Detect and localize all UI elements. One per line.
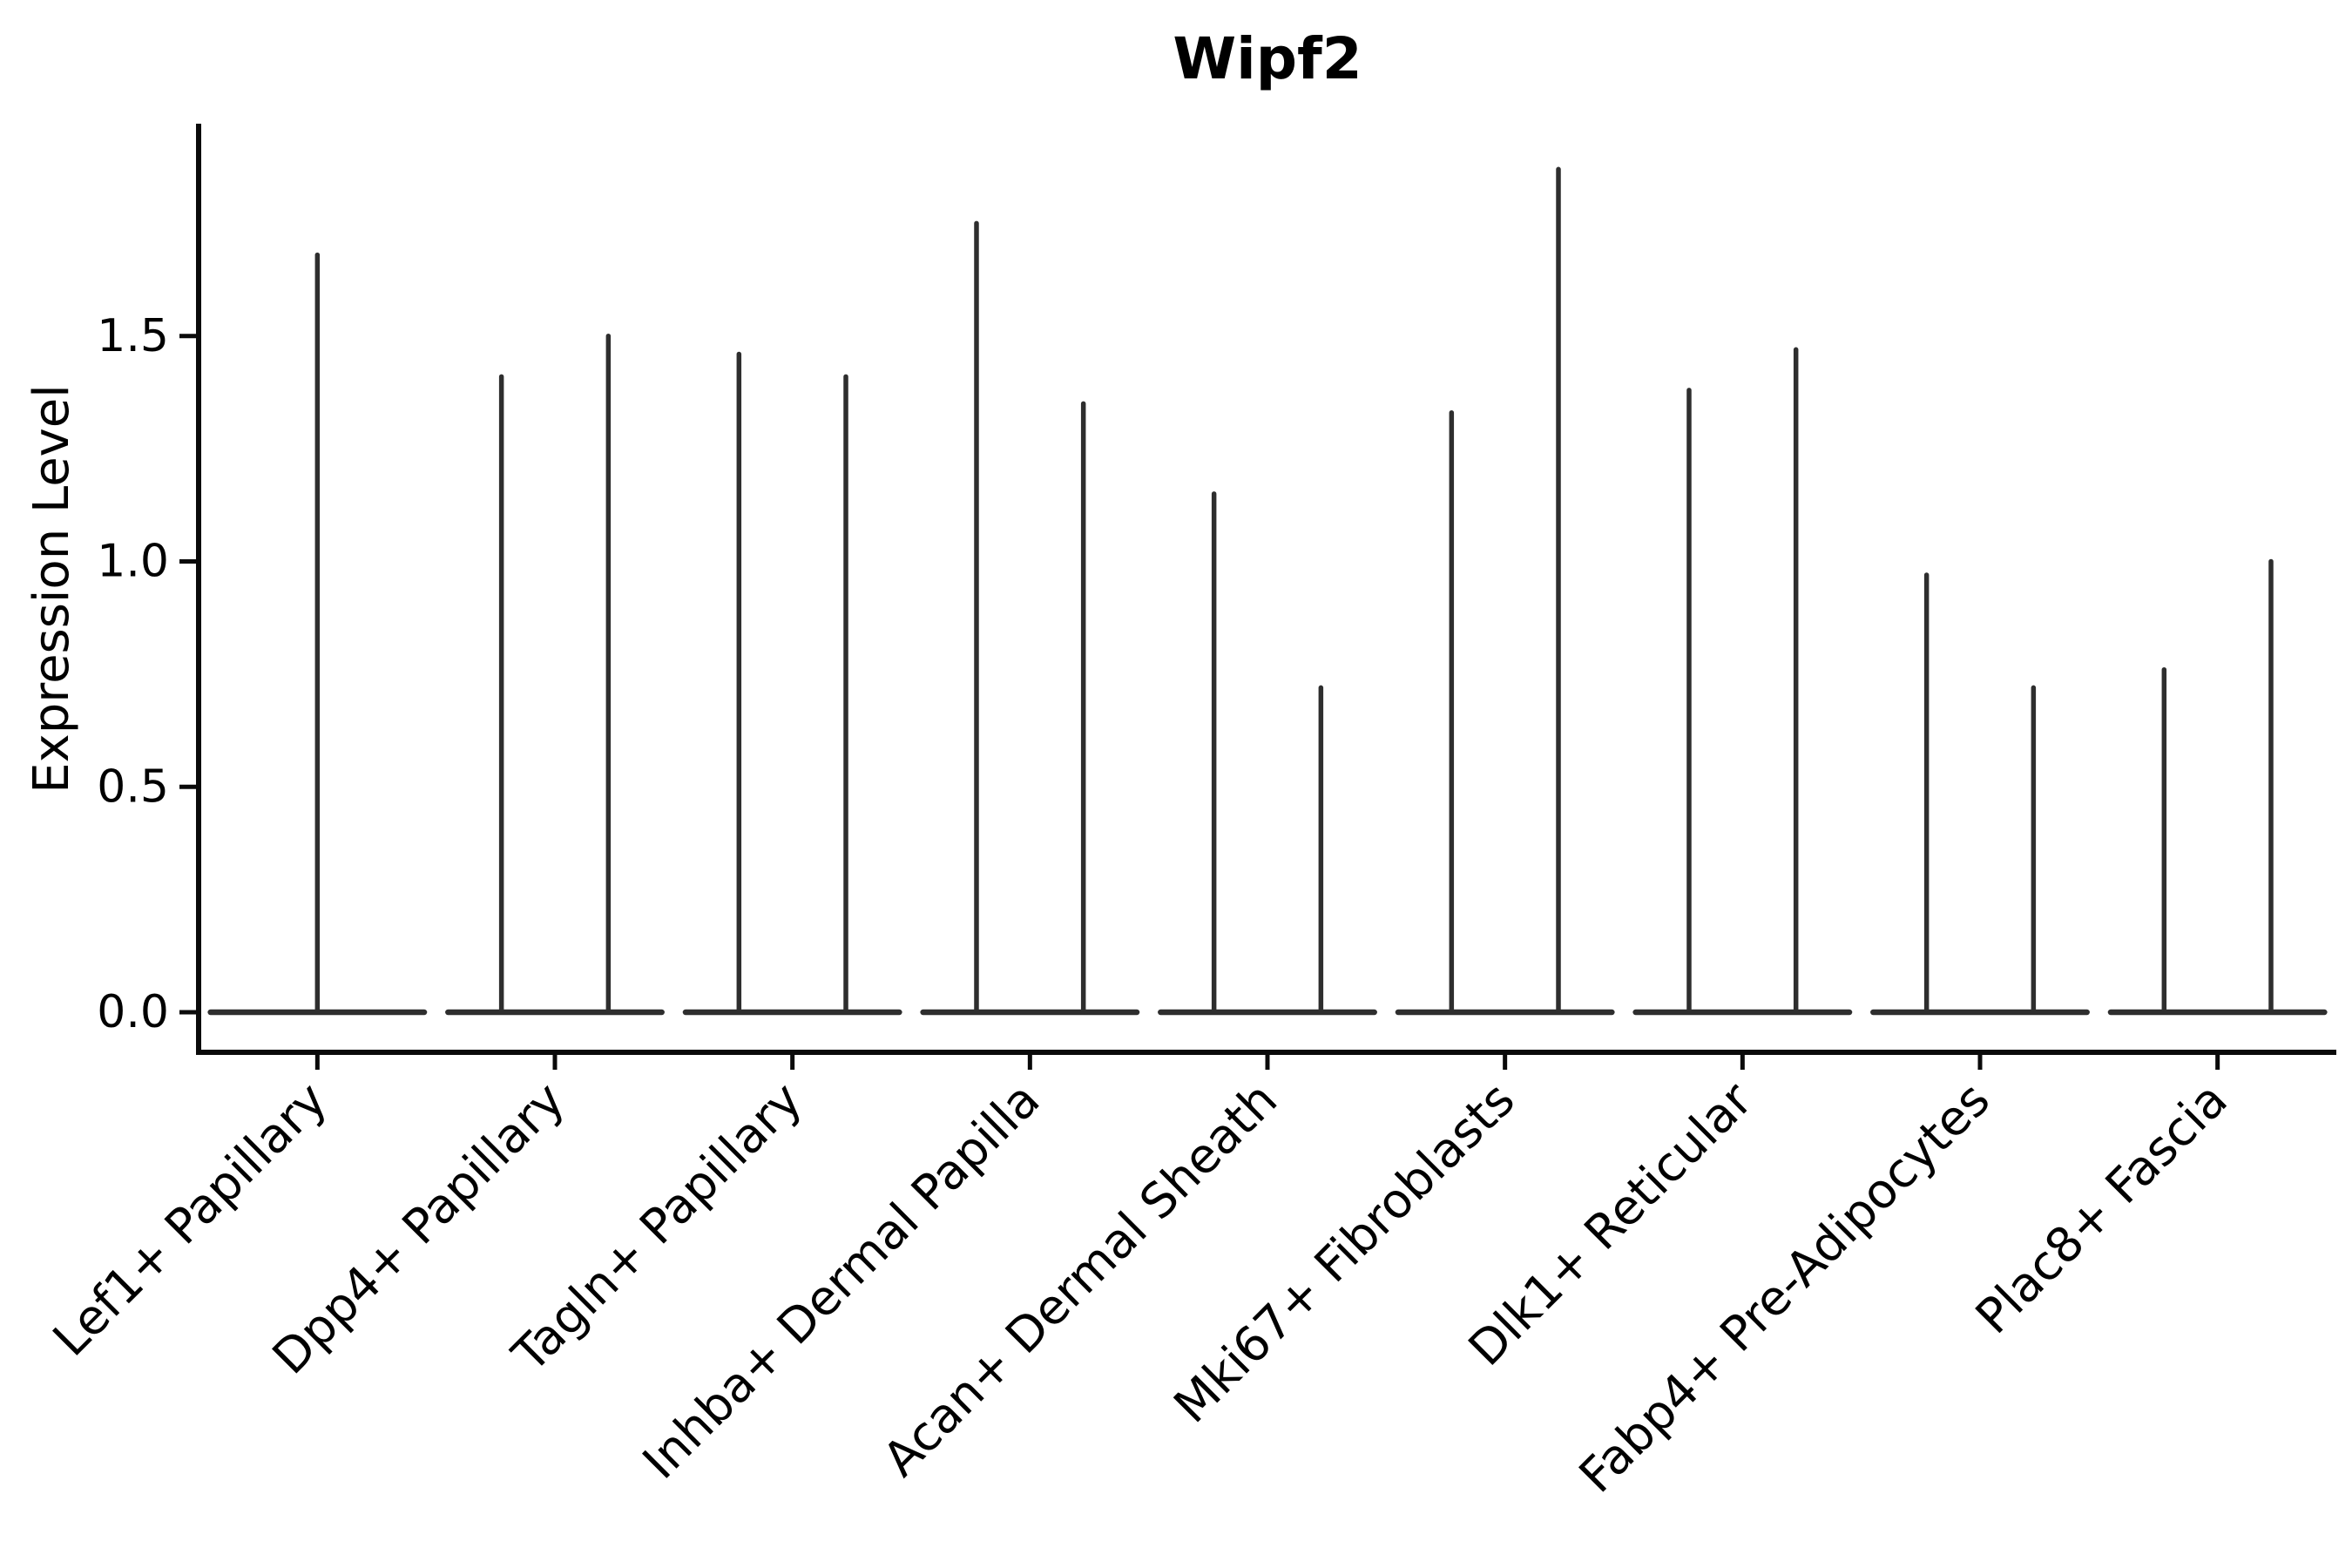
x-tick-label: Inhba+ Dermal Papilla: [632, 1071, 1050, 1490]
x-tick-label: Acan+ Dermal Sheath: [872, 1071, 1288, 1487]
x-tick-label: Fabp4+ Pre-Adipocytes: [1568, 1071, 2000, 1504]
chart-title: Wipf2: [1173, 25, 1362, 92]
y-axis-label: Expression Level: [24, 384, 80, 794]
y-tick-label: 1.0: [97, 536, 169, 588]
x-tick-label: Plac8+ Fascia: [1965, 1071, 2238, 1344]
y-tick-label: 0.5: [97, 760, 169, 813]
y-tick-label: 1.5: [97, 310, 169, 362]
y-tick-label: 0.0: [97, 986, 169, 1038]
